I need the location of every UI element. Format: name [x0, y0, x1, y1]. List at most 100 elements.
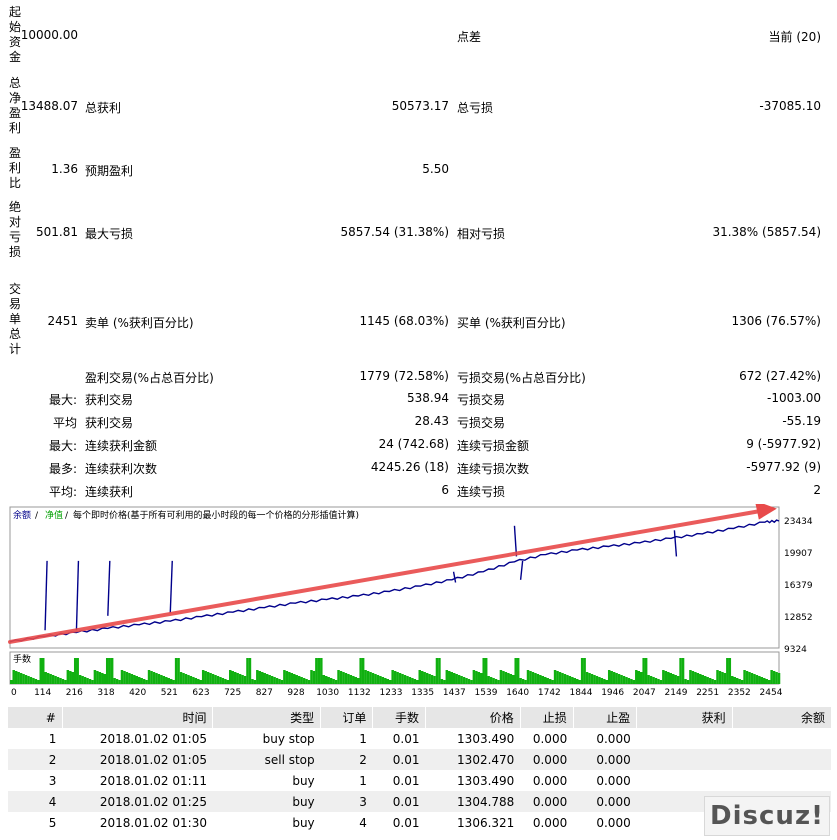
- volume-bar: [54, 676, 57, 684]
- volume-bar: [775, 672, 778, 684]
- volume-bar: [726, 658, 729, 684]
- detail-prefix: 平均: [52, 416, 77, 430]
- volume-bar: [157, 674, 161, 684]
- volume-bar: [605, 680, 609, 684]
- volume-bar: [450, 672, 453, 684]
- volume-bar: [379, 676, 382, 684]
- table-row[interactable]: 3 2018.01.02 01:11 buy 1 0.01 1303.490 0.000 0.…: [8, 770, 832, 791]
- y-tick-label: 12852: [784, 613, 813, 623]
- volume-bar: [199, 680, 202, 684]
- column-header[interactable]: #: [7, 707, 63, 728]
- volume-bar: [233, 672, 237, 684]
- volume-bar: [770, 670, 773, 684]
- column-header[interactable]: 价格: [425, 707, 521, 728]
- volume-bar: [324, 676, 328, 684]
- volume-bar: [125, 672, 129, 684]
- volume-bar: [243, 676, 247, 684]
- volume-bar: [664, 671, 668, 684]
- column-header[interactable]: 获利: [636, 707, 733, 728]
- volume-bar: [644, 658, 648, 684]
- table-row[interactable]: 4 2018.01.02 01:25 buy 3 0.01 1304.788 0.000 0.…: [7, 791, 831, 812]
- volume-bar: [280, 680, 284, 684]
- column-header[interactable]: 止盈: [572, 707, 637, 728]
- volume-bar: [51, 675, 55, 684]
- volume-bar: [763, 678, 766, 684]
- volume-bar: [497, 680, 500, 684]
- volume-bar: [204, 671, 207, 684]
- volume-bar: [140, 678, 143, 684]
- volume-bar: [292, 674, 296, 684]
- volume-bar: [590, 674, 594, 684]
- volume-bar: [229, 670, 232, 684]
- summary-row-label: 交易单总计: [8, 282, 21, 356]
- table-row[interactable]: 2 2018.01.02 01:05 sell stop 2 0.01 1302.470 0…: [7, 749, 831, 770]
- volume-bar: [142, 679, 146, 684]
- volume-bar: [14, 671, 18, 684]
- table-cell: [732, 728, 831, 749]
- x-tick-label: 0: [11, 688, 17, 698]
- volume-bar: [659, 680, 663, 684]
- table-cell: 1304.788: [425, 791, 521, 812]
- col2-value: 1779 (72.58%): [359, 369, 449, 383]
- column-header[interactable]: 订单: [320, 707, 373, 728]
- volume-bar: [671, 674, 675, 684]
- volume-bar: [480, 673, 483, 684]
- x-tick-label: 1946: [601, 688, 624, 698]
- volume-bar: [676, 676, 680, 684]
- volume-bar: [553, 670, 557, 684]
- x-tick-label: 1233: [380, 688, 403, 698]
- column-header[interactable]: 余额: [731, 707, 831, 728]
- volume-bar: [684, 679, 687, 684]
- summary-row-label: 盈利比: [8, 146, 21, 190]
- volume-bar: [253, 680, 257, 684]
- volume-bar: [504, 672, 508, 684]
- volume-bar: [226, 680, 230, 684]
- volume-bar: [278, 679, 281, 684]
- volume-bar: [312, 671, 316, 684]
- volume-bar: [17, 672, 20, 684]
- volume-bar: [514, 658, 517, 684]
- volume-bar: [369, 672, 372, 684]
- x-tick-label: 2251: [696, 688, 719, 698]
- volume-bar: [433, 676, 436, 684]
- volume-bar: [182, 673, 185, 684]
- column-header[interactable]: 手数: [372, 707, 426, 728]
- col2-value: 4245.26 (18): [370, 460, 449, 474]
- volume-bar: [364, 670, 367, 684]
- volume-bar: [258, 671, 262, 684]
- table-cell: buy: [292, 815, 315, 830]
- y-tick-label: 16379: [784, 581, 813, 591]
- volume-bar: [755, 675, 759, 684]
- volume-bar: [696, 673, 700, 684]
- volume-bar: [758, 676, 761, 684]
- volume-bar: [578, 680, 581, 684]
- volume-bar: [534, 673, 537, 684]
- volume-bar: [615, 673, 618, 684]
- volume-bar: [66, 670, 70, 684]
- column-header[interactable]: 止损: [519, 707, 574, 728]
- table-cell: sell stop: [212, 749, 321, 770]
- volume-bar: [115, 679, 119, 684]
- x-tick-label: 2047: [633, 688, 656, 698]
- volume-bar: [765, 679, 768, 684]
- volume-bar: [93, 670, 97, 684]
- volume-bar: [86, 678, 89, 684]
- volume-bar: [295, 675, 298, 684]
- volume-bar: [516, 658, 520, 684]
- col2-value: 28.43: [414, 414, 449, 428]
- table-row[interactable]: 5 2018.01.02 01:30 buy 4 0.01 1306.321 0.000 0.…: [8, 812, 832, 833]
- volume-bar: [270, 676, 274, 684]
- volume-bar: [307, 680, 311, 684]
- volume-bar: [674, 675, 677, 684]
- volume-bar: [22, 674, 25, 684]
- volume-bar: [716, 670, 719, 684]
- volume-bar: [398, 673, 402, 684]
- volume-bar: [467, 679, 471, 684]
- column-header[interactable]: 类型: [212, 707, 321, 728]
- column-header[interactable]: 时间: [61, 707, 213, 728]
- volume-bar: [78, 675, 82, 684]
- volume-bar: [167, 678, 170, 684]
- volume-bar: [543, 677, 547, 684]
- volume-bar: [519, 678, 522, 684]
- table-row[interactable]: 1 2018.01.02 01:05 buy stop 1 0.01 1303.490 0.…: [8, 728, 832, 749]
